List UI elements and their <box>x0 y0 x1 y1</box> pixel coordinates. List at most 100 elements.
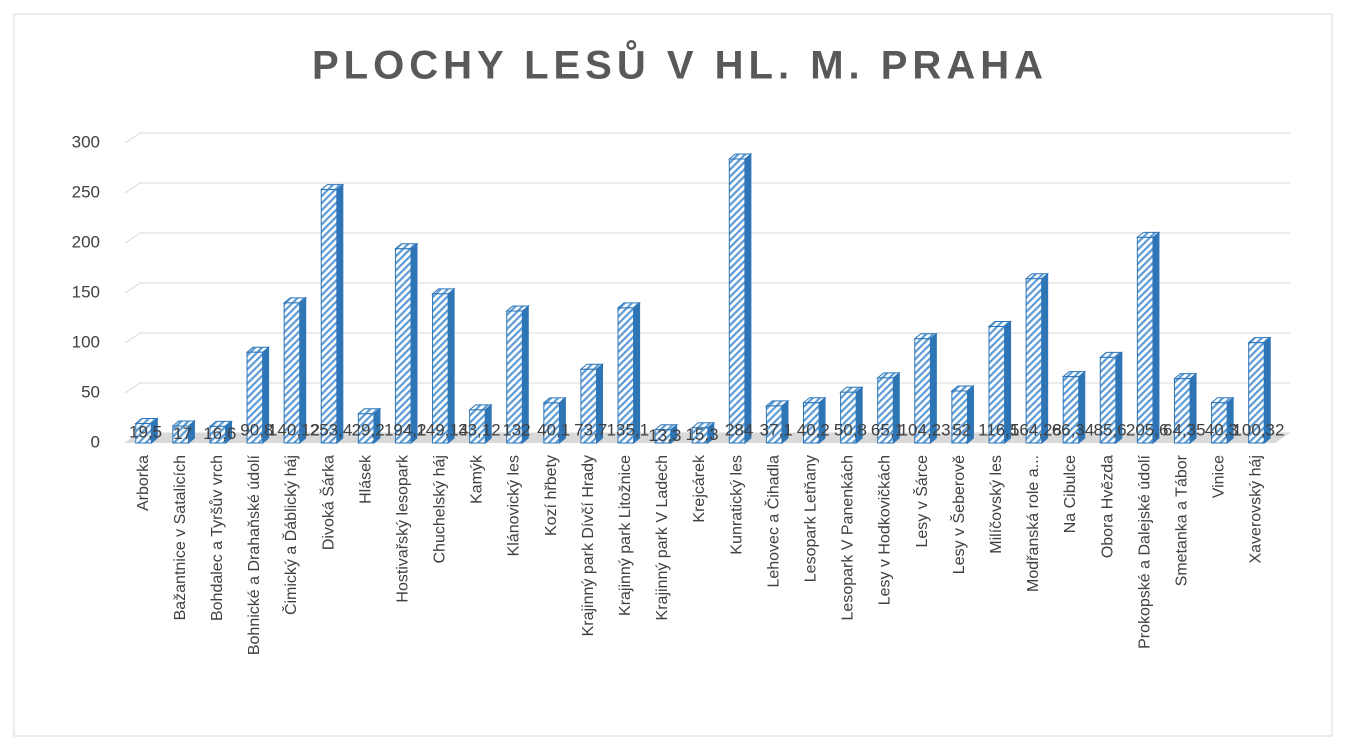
bar <box>1136 236 1154 444</box>
bar <box>246 351 264 444</box>
bar <box>1211 402 1228 444</box>
data-label: 135,1 <box>607 420 650 439</box>
data-label: 253,4 <box>310 420 353 439</box>
data-label: 40,2 <box>797 420 830 439</box>
x-tick-label: Bažantnice v Satalicích <box>172 455 189 620</box>
data-label: 73,7 <box>574 420 607 439</box>
x-tick-label: Na Cibulce <box>1062 455 1079 533</box>
y-tick-label: 300 <box>72 132 100 151</box>
data-label: 90,8 <box>240 420 273 439</box>
data-label: 140,12 <box>268 420 320 439</box>
bar <box>877 377 894 444</box>
bar <box>432 293 449 444</box>
bar <box>1025 278 1043 444</box>
x-tick-label: Smetanka a Tábor <box>1173 454 1190 586</box>
data-label: 50,8 <box>834 420 867 439</box>
chart-frame <box>13 13 1333 737</box>
bar <box>172 425 189 444</box>
y-tick-label: 150 <box>72 282 100 301</box>
bar <box>988 326 1006 444</box>
x-tick-label: Vinice <box>1211 455 1228 498</box>
x-tick-label: Xaverovský háj <box>1248 455 1265 564</box>
bar <box>1173 378 1191 444</box>
data-label: 40,1 <box>537 420 570 439</box>
x-tick-label: Bohdalec a Tyršův vrch <box>208 455 226 621</box>
y-tick-label: 0 <box>91 432 100 451</box>
bar <box>654 429 672 444</box>
bar <box>283 302 301 444</box>
data-label: 17 <box>173 424 192 443</box>
y-tick-label: 250 <box>72 182 100 201</box>
x-tick-label: Klánovický les <box>506 455 523 556</box>
y-tick-label: 100 <box>72 332 100 351</box>
data-label: 33,12 <box>458 420 501 439</box>
bar <box>135 423 152 444</box>
x-tick-label: Chuchelský háj <box>432 455 449 564</box>
x-tick-label: Bohnické a Drahaňské údolí <box>246 454 263 655</box>
bar <box>914 338 931 444</box>
bar <box>320 189 338 444</box>
bar <box>394 248 412 444</box>
x-tick-label: Kamýk <box>469 454 486 504</box>
grid-line-side <box>124 332 141 344</box>
data-label: 284 <box>725 420 753 439</box>
data-label: 52 <box>952 420 971 439</box>
x-tick-label: Lesy v Šárce <box>912 455 931 548</box>
data-label: 132 <box>502 420 530 439</box>
data-label: 149,14 <box>416 420 468 439</box>
bar <box>617 307 635 444</box>
x-tick-label: Lesy v Šeberově <box>949 455 968 574</box>
x-tick-label: Lesopark Letňany <box>803 455 820 582</box>
data-label: 19,5 <box>129 423 162 442</box>
x-tick-label: Modřanská role a... <box>1025 455 1042 592</box>
bar <box>506 310 523 444</box>
bar-side <box>410 242 418 445</box>
bar-side <box>1041 272 1049 445</box>
bar <box>580 368 598 444</box>
data-label: 37,1 <box>760 420 793 439</box>
x-tick-label: Krajinný park Litožnice <box>617 455 634 616</box>
data-label: 85,6 <box>1094 420 1127 439</box>
x-tick-label: Divoká Šárka <box>318 455 337 550</box>
x-tick-label: Arborka <box>135 455 152 511</box>
data-label: 65,1 <box>871 420 904 439</box>
data-label: 13,3 <box>648 426 681 445</box>
data-label: 40,3 <box>1205 420 1238 439</box>
bar <box>803 402 820 444</box>
grid-line-side <box>124 382 141 394</box>
bar <box>469 409 486 444</box>
y-tick-label: 50 <box>81 382 100 401</box>
bar <box>840 391 857 444</box>
data-label: 164,28 <box>1010 420 1062 439</box>
bar <box>728 158 746 444</box>
x-tick-label: Krajinný park Dívčí Hrady <box>580 455 597 636</box>
bar <box>209 425 227 444</box>
x-tick-label: Lesopark V Panenkách <box>840 455 857 620</box>
x-tick-label: Krajinný park V Ladech <box>654 455 671 620</box>
x-tick-label: Lehovec a Čihadla <box>763 455 782 588</box>
bar <box>691 427 709 444</box>
chart-title: PLOCHY LESŮ V HL. M. PRAHA <box>312 39 1048 88</box>
x-tick-label: Prokopské a Dalejské údolí <box>1136 454 1153 648</box>
x-tick-label: Obora Hvězda <box>1099 455 1116 558</box>
data-label: 29,2 <box>352 420 385 439</box>
bar <box>357 413 375 444</box>
data-label: 104,23 <box>899 420 951 439</box>
x-tick-label: Hostivařský lesopark <box>394 454 411 603</box>
x-tick-label: Čimický a Ďáblický háj <box>281 455 300 615</box>
x-tick-label: Kozí hřbety <box>543 455 560 536</box>
bar <box>1248 342 1265 444</box>
data-label: 16,6 <box>203 424 236 443</box>
y-tick-label: 200 <box>72 232 100 251</box>
data-label: 116,5 <box>978 420 1019 439</box>
bar-side <box>744 152 752 445</box>
grid-line-side <box>124 182 141 194</box>
bar <box>951 390 968 444</box>
x-tick-label: Lesy v Hodkovičkách <box>877 455 894 605</box>
data-label: 64,35 <box>1163 420 1206 439</box>
data-label: 205,6 <box>1126 420 1169 439</box>
data-label: 66,34 <box>1052 420 1095 439</box>
x-tick-label: Kunratický les <box>728 455 745 555</box>
grid-line-side <box>124 282 141 294</box>
